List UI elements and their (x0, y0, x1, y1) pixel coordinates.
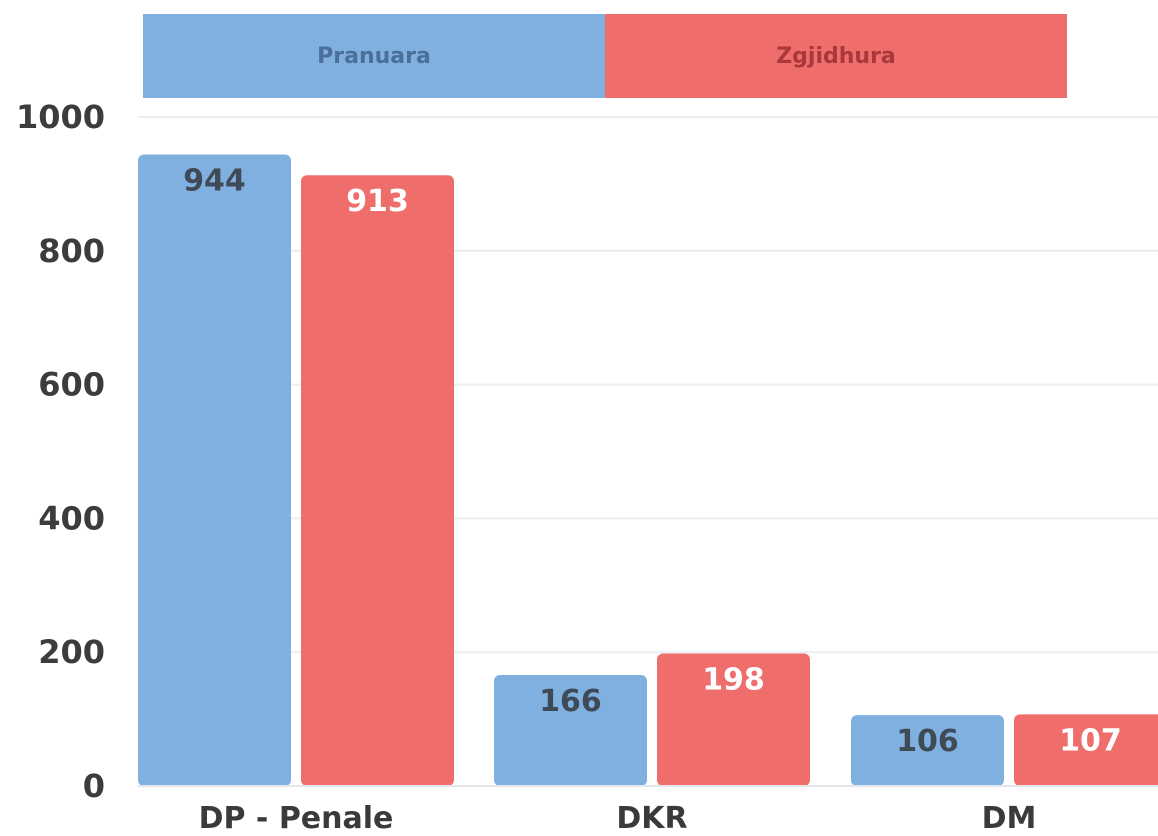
y-tick-label: 400 (38, 499, 105, 537)
bar (1014, 714, 1158, 786)
y-tick-label: 600 (38, 366, 105, 404)
y-tick-label: 1000 (16, 98, 105, 136)
data-label: 198 (702, 663, 765, 698)
bar (138, 154, 291, 787)
bar (657, 653, 810, 786)
bar (301, 175, 454, 786)
legend-item-pranuara: Pranuara (143, 14, 605, 98)
data-label: 944 (183, 163, 246, 198)
data-label: 106 (896, 724, 959, 759)
y-tick-label: 200 (38, 633, 105, 671)
y-tick-label: 800 (38, 232, 105, 270)
bar (494, 674, 647, 786)
x-category-label: DM (982, 801, 1037, 836)
data-label: 913 (346, 184, 409, 219)
data-label: 107 (1059, 723, 1122, 758)
bar (851, 715, 1004, 786)
legend: Pranuara Zgjidhura (143, 14, 1067, 98)
x-category-label: DP - Penale (199, 801, 394, 836)
legend-item-zgjidhura: Zgjidhura (605, 14, 1067, 98)
x-category-label: DKR (616, 801, 687, 836)
y-tick-label: 0 (83, 767, 105, 805)
data-label: 166 (539, 684, 602, 719)
